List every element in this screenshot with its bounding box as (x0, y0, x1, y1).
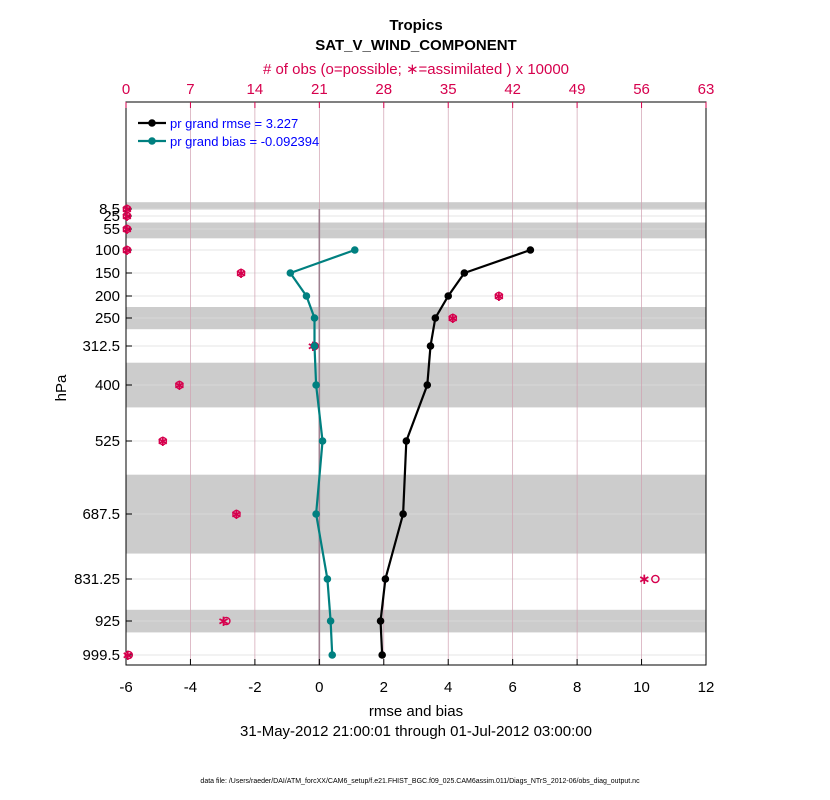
rmse-point (431, 314, 440, 322)
top-tick-label: 49 (569, 81, 586, 98)
obs-possible-marker (124, 650, 134, 660)
rmse-point (381, 575, 390, 583)
bias-point (312, 510, 320, 518)
bias-point (323, 575, 332, 583)
obs-possible-marker (175, 380, 184, 390)
shaded-layer-band (126, 202, 706, 210)
y-tick-label: 525 (95, 433, 120, 450)
obs-assimilated-marker: ∗ (638, 571, 651, 588)
shaded-layer-band (126, 222, 706, 239)
top-tick-label: 35 (440, 81, 457, 98)
obs-possible-marker (236, 268, 246, 278)
rmse-point (460, 269, 469, 277)
top-tick-label: 21 (311, 81, 328, 98)
bias-point (310, 342, 319, 350)
obs-possible-marker (494, 291, 504, 301)
obs-possible-marker (122, 211, 132, 221)
bias-point (350, 246, 359, 254)
obs-assimilated-marker: ∗ (230, 506, 243, 523)
legend-bias-label: pr grand bias = -0.092394 (170, 134, 319, 149)
obs-assimilated-marker: ∗ (493, 288, 506, 305)
x-tick-label: 0 (315, 679, 323, 696)
obs-possible-marker (651, 574, 660, 584)
obs-possible-marker (158, 436, 168, 446)
obs-possible-marker (122, 224, 132, 234)
obs-assimilated-marker: ∗ (157, 433, 170, 450)
y-tick-label: 200 (95, 288, 120, 305)
x-tick-label: 10 (633, 679, 650, 696)
top-axis-label: # of obs (o=possible; ∗=assimilated ) x … (263, 61, 569, 78)
obs-assimilated-marker: ∗ (235, 265, 248, 282)
bias-point (286, 269, 295, 277)
rmse-point (526, 246, 535, 254)
chart-subtitle: SAT_V_WIND_COMPONENT (315, 37, 516, 54)
rmse-point (399, 510, 407, 518)
top-tick-label: 42 (504, 81, 521, 98)
rmse-point (444, 292, 453, 300)
x-tick-label: -4 (184, 679, 197, 696)
chart-title: Tropics (389, 17, 442, 34)
bias-point (312, 381, 320, 389)
top-tick-label: 56 (633, 81, 650, 98)
bias-point (328, 651, 337, 659)
x-tick-label: -6 (119, 679, 132, 696)
y-tick-label: 100 (95, 242, 120, 259)
legend-bias-swatch-marker (148, 137, 156, 145)
y-tick-label: 925 (95, 613, 120, 630)
top-tick-label: 63 (698, 81, 715, 98)
x-tick-label: -2 (248, 679, 261, 696)
legend-rmse-swatch-marker (148, 119, 156, 127)
obs-assimilated-marker: ∗ (217, 613, 230, 630)
y-tick-label: 687.5 (82, 506, 120, 523)
x-tick-label: 2 (380, 679, 388, 696)
rmse-point (376, 617, 385, 625)
y-tick-label: 400 (95, 377, 120, 394)
obs-assimilated-marker: ∗ (121, 208, 134, 225)
rmse-point (378, 651, 386, 659)
plot-area: -6 -4 -2 0 2 4 6 8 10 12 0 7 14 21 28 35 42 49 56 63 8.52555… (74, 81, 714, 696)
legend: pr grand rmse = 3.227 pr grand bias = -0.… (138, 116, 319, 149)
obs-assimilated-marker: ∗ (121, 221, 134, 238)
rmse-point (423, 381, 432, 389)
y-tick-label: 8.5 (99, 201, 120, 218)
obs-possible-marker (448, 313, 458, 323)
top-tick-label: 7 (186, 81, 194, 98)
y-tick-label: 250 (95, 310, 120, 327)
x-axis-label: rmse and bias (369, 703, 463, 720)
rmse-point (426, 342, 435, 350)
y-tick-label: 999.5 (82, 647, 120, 664)
legend-rmse-label: pr grand rmse = 3.227 (170, 116, 298, 131)
obs-assimilated-marker: ∗ (122, 647, 135, 664)
y-tick-label: 25 (103, 208, 120, 225)
x-tick-label: 8 (573, 679, 581, 696)
plot-frame (125, 101, 707, 666)
y-axis-label: hPa (53, 374, 70, 401)
obs-possible-marker (122, 245, 132, 255)
bias-point (310, 314, 319, 322)
y-tick-label: 312.5 (82, 338, 120, 355)
obs-assimilated-marker: ∗ (447, 310, 460, 327)
x-tick-label: 4 (444, 679, 452, 696)
date-range: 31-May-2012 21:00:01 through 01-Jul-2012… (240, 723, 592, 740)
top-tick-label: 0 (122, 81, 130, 98)
y-tick-label: 55 (103, 221, 120, 238)
top-tick-label: 14 (247, 81, 264, 98)
bias-point (326, 617, 335, 625)
y-tick-label: 150 (95, 265, 120, 282)
x-tick-label: 6 (508, 679, 516, 696)
obs-assimilated-marker: ∗ (121, 242, 134, 259)
x-tick-label: 12 (698, 679, 715, 696)
top-tick-label: 28 (375, 81, 392, 98)
rmse-point (402, 437, 411, 445)
y-tick-label: 831.25 (74, 571, 120, 588)
obs-assimilated-marker: ∗ (173, 377, 186, 394)
obs-possible-marker (232, 509, 241, 519)
bias-point (318, 437, 327, 445)
footnote: data file: /Users/raeder/DAI/ATM_forcXX/… (200, 778, 640, 785)
obs-possible-marker (222, 616, 231, 626)
bias-point (302, 292, 311, 300)
